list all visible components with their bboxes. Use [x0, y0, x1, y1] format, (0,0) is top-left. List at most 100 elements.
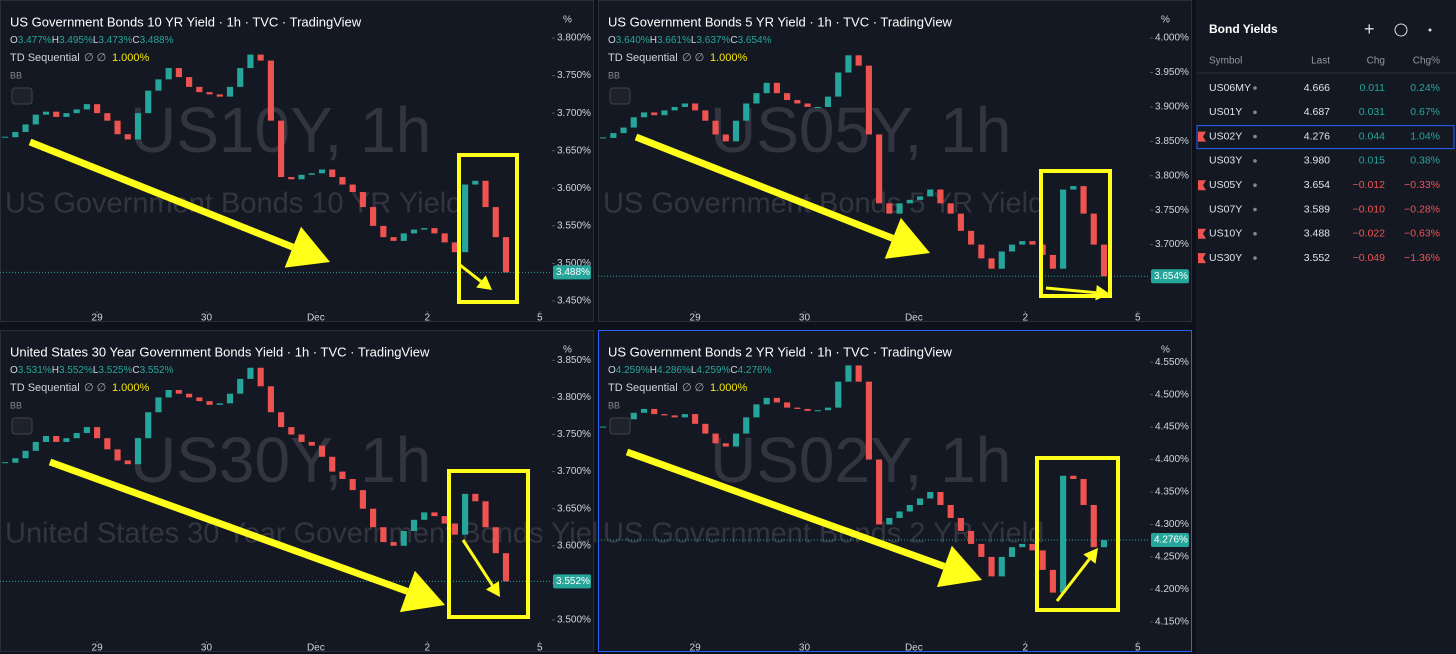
status-dot: [1253, 86, 1257, 90]
last-price-box: [1151, 269, 1189, 284]
annotation-arrow: [28, 138, 295, 251]
watchlist-row[interactable]: US06MY 4.666 0.011 0.24%: [1209, 82, 1440, 94]
candle: [186, 393, 193, 398]
candle: [1049, 254, 1056, 269]
candle: [794, 407, 801, 409]
candle: [318, 169, 326, 174]
candle: [1060, 475, 1067, 593]
candle: [784, 93, 791, 101]
ohlc-value: 3.661%: [657, 35, 691, 46]
candle: [359, 490, 366, 509]
candle: [743, 417, 750, 434]
watermark-description: US Government Bonds 5 YR Yield: [603, 188, 1044, 220]
collapse-button[interactable]: [11, 87, 33, 105]
ohlc-value: 3.637%: [696, 35, 730, 46]
cell: 3.488: [1304, 228, 1330, 240]
candle: [845, 365, 852, 382]
axis-unit: %: [1161, 345, 1170, 356]
candle: [12, 131, 19, 138]
menu-icon[interactable]: [1428, 28, 1432, 32]
axis-unit: %: [563, 345, 572, 356]
candle: [824, 407, 832, 411]
candle: [124, 134, 131, 140]
cell: US02Y: [1209, 130, 1242, 142]
candle: [1008, 244, 1016, 252]
candle: [876, 134, 883, 204]
candle: [784, 402, 791, 408]
candle: [1029, 241, 1036, 245]
candle: [988, 556, 995, 577]
annotation-arrowhead: [485, 581, 500, 597]
candle: [886, 517, 893, 525]
cell: US30Y: [1209, 252, 1242, 264]
watchlist-title[interactable]: Bond Yields: [1209, 22, 1278, 36]
candle: [482, 501, 489, 528]
candle: [620, 127, 627, 134]
candle: [359, 192, 366, 208]
cell: US05Y: [1209, 179, 1242, 191]
candle: [998, 556, 1005, 577]
candle: [712, 433, 719, 444]
watchlist-row[interactable]: US30Y 3.552 −0.049 −1.36%: [1198, 252, 1440, 264]
bb-label: BB: [608, 400, 620, 410]
x-tick-label: 30: [799, 313, 811, 324]
candle: [753, 93, 760, 104]
annotation-arrow: [459, 263, 482, 283]
add-symbol[interactable]: +: [1364, 19, 1375, 39]
annotation-arrow: [625, 448, 946, 570]
x-tick-label: 30: [201, 643, 213, 654]
y-tick-label: 3.850%: [557, 355, 591, 366]
watchlist-row[interactable]: US01Y 4.687 0.031 0.67%: [1209, 106, 1440, 118]
candle: [988, 258, 995, 269]
candle: [968, 230, 975, 245]
chart-title: US Government Bonds 5 YR Yield · 1h · TV…: [608, 14, 953, 29]
watchlist-row[interactable]: US07Y 3.589 −0.010 −0.28%: [1209, 203, 1440, 215]
watchlist-row[interactable]: US05Y 3.654 −0.012 −0.33%: [1198, 179, 1440, 191]
candle: [753, 404, 760, 418]
ohlc: O3.531%H3.552%L3.525%C3.552%: [10, 365, 174, 376]
y-tick-label: 3.600%: [557, 540, 591, 551]
x-tick-label: Dec: [905, 313, 923, 324]
watchlist: Bond Yields + Symbol Last Chg Chg% US06MY 4.666…: [1196, 0, 1456, 654]
candle: [472, 180, 479, 185]
candle: [216, 94, 223, 97]
candle: [1019, 241, 1026, 245]
chart-title: US Government Bonds 2 YR Yield · 1h · TV…: [608, 344, 953, 359]
collapse-button[interactable]: [609, 87, 631, 105]
candle: [431, 512, 438, 517]
candle: [855, 365, 862, 382]
panel-icon[interactable]: [1394, 23, 1408, 37]
candle: [298, 174, 305, 180]
candle: [502, 553, 510, 582]
candle: [104, 113, 111, 121]
cell: −1.36%: [1404, 252, 1440, 264]
candle: [247, 367, 254, 379]
indicator-value: 1.000%: [710, 382, 748, 394]
candle: [600, 137, 607, 139]
indicator-icons: ∅ ∅: [84, 52, 106, 64]
candle: [42, 111, 50, 115]
watchlist-row[interactable]: US02Y 4.276 0.044 1.04%: [1196, 125, 1455, 150]
ohlc-key: H: [650, 35, 657, 46]
axis-unit: %: [1161, 15, 1170, 26]
y-tick-label: 4.250%: [1155, 552, 1189, 563]
candle: [835, 72, 842, 97]
cell: 3.654: [1304, 179, 1330, 191]
collapse-button[interactable]: [609, 417, 631, 435]
watchlist-row[interactable]: US03Y 3.980 0.015 0.38%: [1209, 155, 1440, 167]
candle: [1080, 479, 1087, 505]
candle: [978, 244, 985, 259]
candle: [1008, 547, 1016, 557]
watchlist-row[interactable]: US10Y 3.488 −0.022 −0.63%: [1198, 228, 1440, 240]
candle: [73, 433, 80, 439]
candle: [957, 517, 964, 531]
status-dot: [1253, 207, 1257, 212]
ohlc-key: H: [650, 365, 657, 376]
candle: [927, 189, 934, 197]
ohlc-value: 3.640%: [616, 35, 650, 46]
cell: −0.63%: [1404, 228, 1440, 240]
ohlc: O3.477%H3.495%L3.473%C3.488%: [10, 35, 174, 46]
candle: [661, 414, 668, 416]
collapse-button[interactable]: [11, 417, 33, 435]
